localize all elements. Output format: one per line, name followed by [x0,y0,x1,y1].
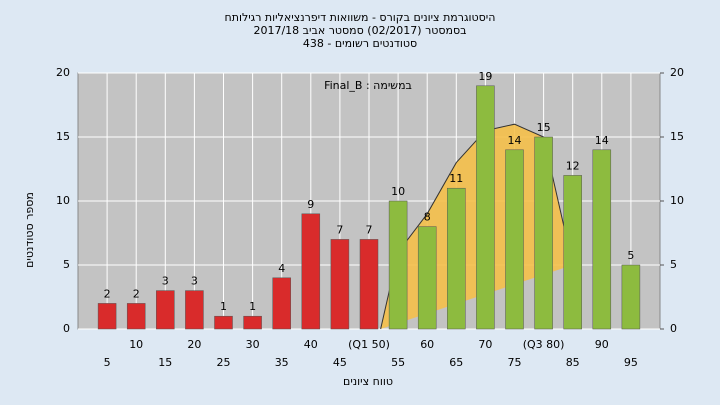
bar [185,290,204,330]
bar [447,187,466,330]
value-label: 1 [220,300,227,313]
bar [97,303,117,330]
x-tick-label: 25 [217,356,231,369]
x-tick-label: 70 [478,338,492,351]
value-label: 3 [191,275,198,288]
x-tick-label: 35 [275,356,289,369]
bar [563,175,582,330]
value-label: 7 [366,223,373,236]
x-tick-label: 85 [566,356,580,369]
annotation: במשימה : Final_B [324,79,412,92]
x-tick-label: 15 [158,356,172,369]
x-tick-label: (Q1 50) [348,338,390,351]
x-tick-label: 10 [129,338,143,351]
x-tick-label: (Q3 80) [523,338,565,351]
x-axis-label: טווח ציונים [343,375,393,388]
x-tick-label: 20 [187,338,201,351]
bar [505,149,524,330]
bar [272,277,291,330]
value-label: 3 [162,275,169,288]
bar [330,239,350,330]
value-label: 9 [307,198,314,211]
value-label: 4 [278,262,285,275]
value-label: 15 [537,121,551,134]
y-tick-label: 5 [63,258,70,271]
y-axis-label: מספר סטודנטים [23,192,36,268]
x-tick-label: 65 [449,356,463,369]
bar [476,85,495,330]
bar [359,239,379,330]
y2-tick-label: 10 [670,194,684,207]
bar [301,213,321,330]
bar [417,226,437,330]
y2-tick-label: 20 [670,66,684,79]
bar [214,315,233,330]
value-label: 2 [133,287,140,300]
value-label: 5 [627,249,634,262]
x-tick-label: 55 [391,356,405,369]
bar [243,315,262,330]
value-label: 11 [449,172,463,185]
y2-tick-label: 5 [670,258,677,271]
x-tick-label: 5 [104,356,111,369]
x-tick-label: 75 [508,356,522,369]
y-tick-label: 10 [56,194,70,207]
chart-title: בסמסטר (02/2017) סמסטר אביב 2017/18 [253,24,466,37]
value-label: 14 [508,134,522,147]
value-label: 7 [336,223,343,236]
value-label: 19 [478,70,492,83]
x-tick-label: 45 [333,356,347,369]
y-tick-label: 15 [56,130,70,143]
bar [621,264,641,330]
x-tick-label: 30 [246,338,260,351]
value-label: 12 [566,159,580,172]
value-label: 14 [595,134,609,147]
value-label: 1 [249,300,256,313]
bar [592,149,612,330]
y-tick-label: 0 [63,322,70,335]
y2-tick-label: 15 [670,130,684,143]
x-tick-label: 60 [420,338,434,351]
bar [534,136,553,330]
chart-title: היסטוגרמת ציונים בקורס - משוואות דיפרנצי… [225,11,496,24]
bar [126,303,146,330]
bar [388,200,408,330]
value-label: 10 [391,185,405,198]
y-tick-label: 20 [56,66,70,79]
chart-title: סטודנטים רשומים - 438 [303,37,417,50]
x-tick-label: 40 [304,338,318,351]
x-tick-label: 95 [624,356,638,369]
value-label: 2 [104,287,111,300]
value-label: 8 [424,211,431,224]
y2-tick-label: 0 [670,322,677,335]
x-tick-label: 90 [595,338,609,351]
bar [156,290,175,330]
